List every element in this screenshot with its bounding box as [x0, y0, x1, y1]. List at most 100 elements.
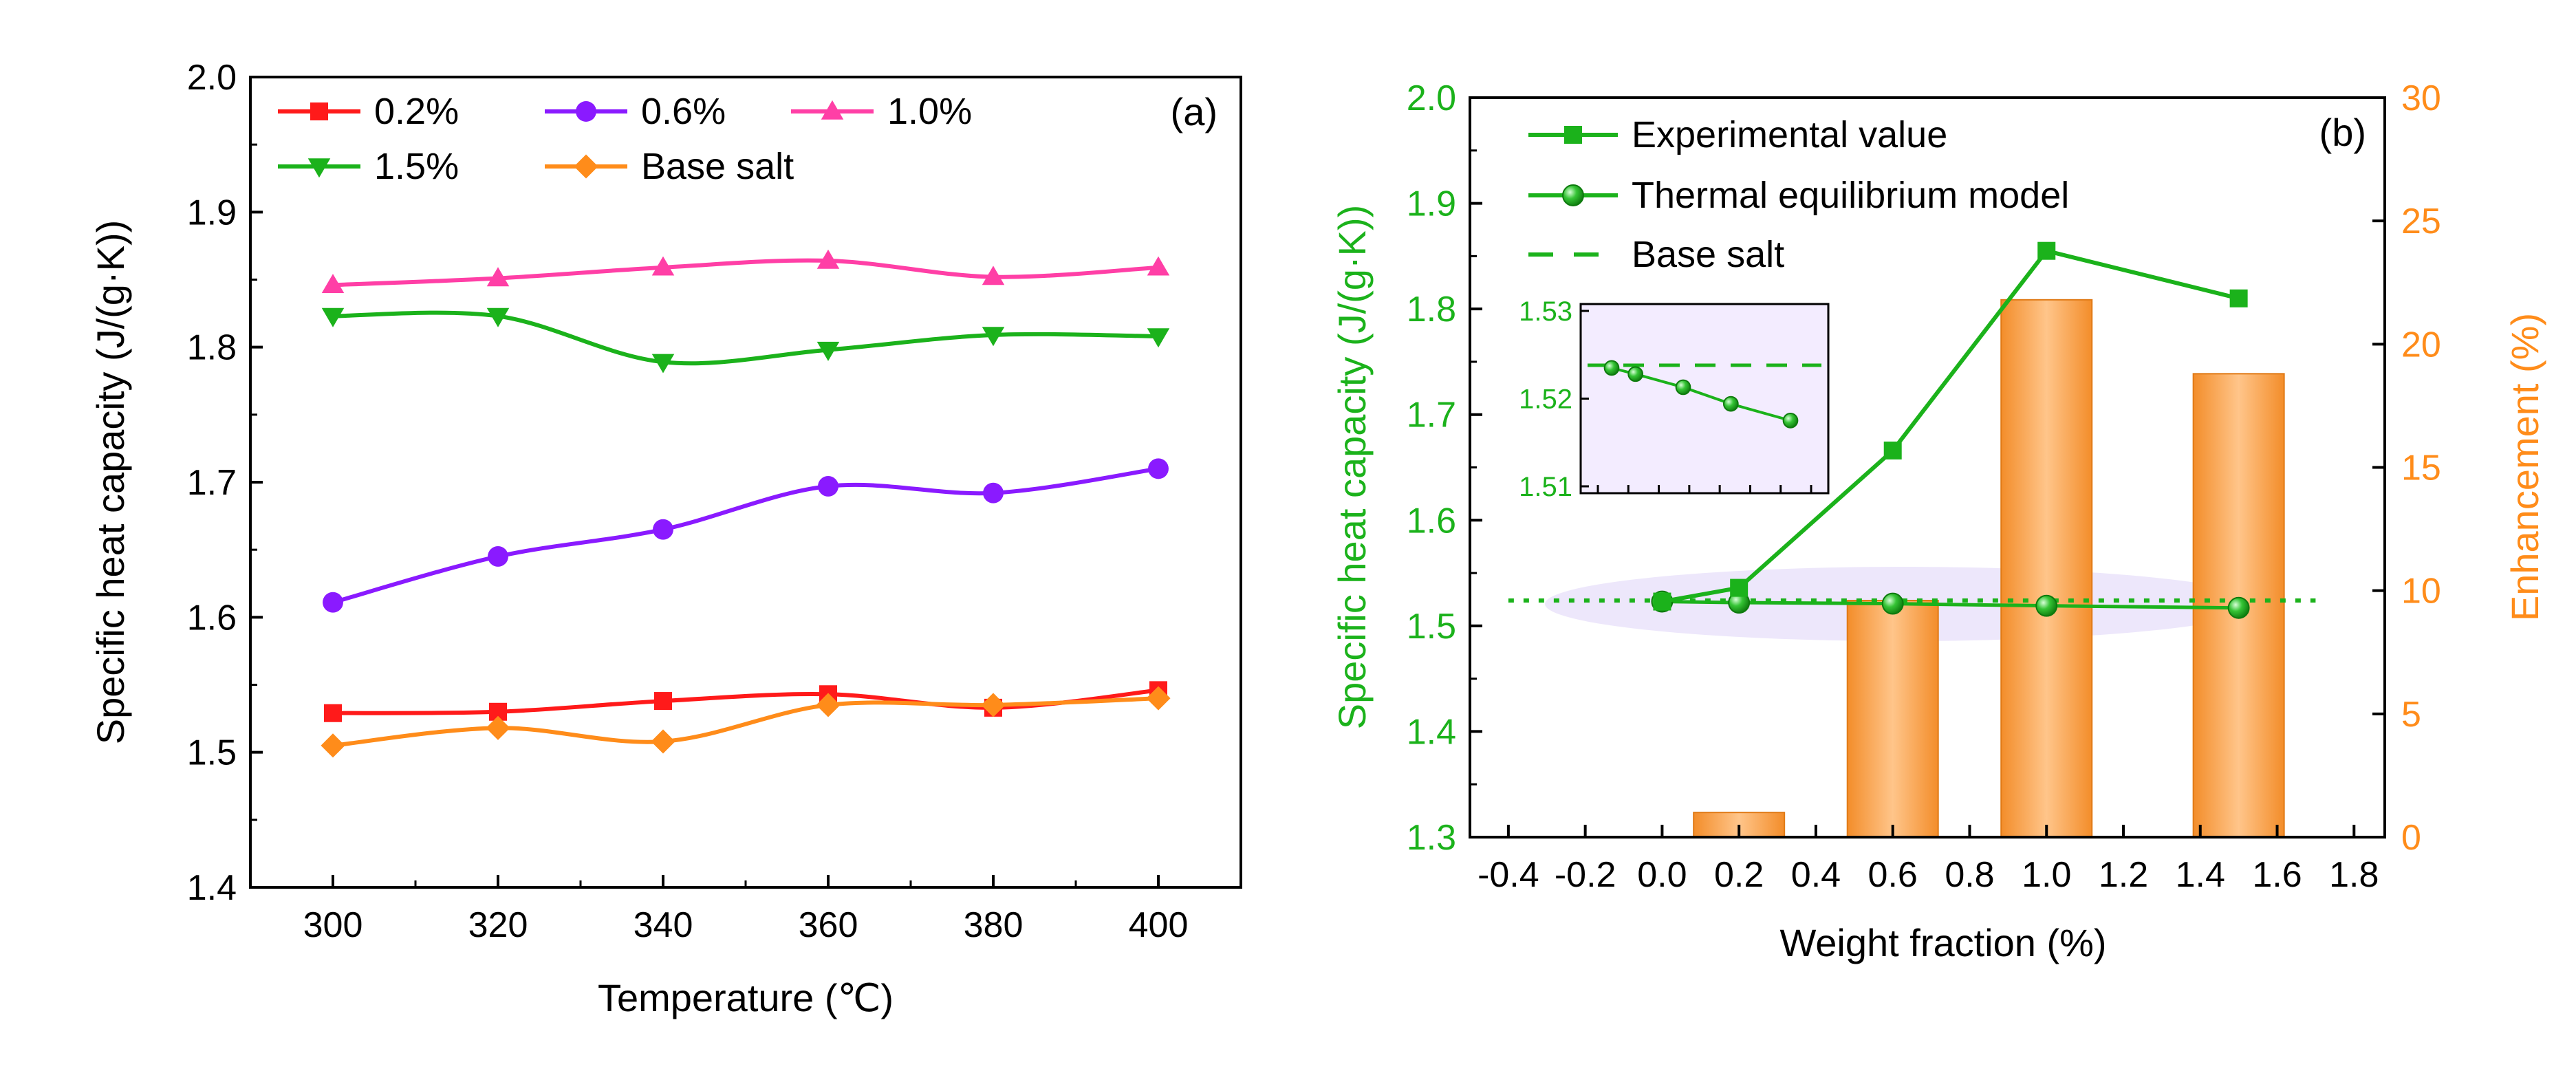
x-tick-label: 380: [964, 905, 1024, 945]
y-tick-label: 1.3: [1407, 818, 1456, 858]
inset-model-point: [1782, 413, 1799, 429]
x-tick-label: 1.6: [2252, 855, 2302, 895]
data-point-Base salt: [651, 729, 675, 754]
legend-label: 0.2%: [374, 91, 459, 132]
legend-label: Experimental value: [1632, 114, 1947, 155]
experimental-point: [1653, 592, 1671, 611]
data-point-0.2%: [654, 692, 672, 711]
legend-label: 0.6%: [641, 91, 726, 132]
x-tick-label: 0.8: [1945, 855, 1994, 895]
chart-a-panel-label: (a): [1171, 90, 1217, 133]
model-point: [1881, 592, 1904, 615]
data-point-Base salt: [1146, 686, 1171, 711]
chart-b-inset: 1.51 1.52 1.53: [1519, 296, 1830, 502]
legend-marker: [1562, 184, 1584, 206]
x-tick-label: 0.0: [1637, 855, 1687, 895]
series-line-0.6%: [332, 466, 1159, 605]
y2-tick-label: 20: [2401, 325, 2441, 365]
x-tick-label: 400: [1129, 905, 1189, 945]
experimental-point: [1730, 578, 1749, 597]
inset-y-tick-label: 1.52: [1519, 385, 1572, 415]
y-tick-label: 1.6: [1407, 501, 1456, 541]
data-point-1.0%: [651, 256, 675, 276]
x-tick-label: 320: [468, 905, 528, 945]
experimental-point: [2037, 241, 2056, 260]
legend-label: Base salt: [641, 146, 794, 187]
x-tick-label: -0.4: [1478, 855, 1539, 895]
legend-label: Base salt: [1632, 234, 1784, 275]
x-tick-label: 1.2: [2099, 855, 2148, 895]
y-tick-label: 1.5: [187, 733, 237, 773]
inset-model-point: [1675, 379, 1691, 396]
chart-b-panel-label: (b): [2319, 111, 2366, 154]
y2-tick-label: 25: [2401, 202, 2441, 241]
y2-tick-label: 5: [2401, 695, 2421, 735]
model-point: [2035, 594, 2058, 617]
x-tick-label: 340: [634, 905, 693, 945]
chart-a-legend: 0.2% 0.6% 1.0% 1.5% Base salt: [278, 91, 972, 187]
inset-model-point: [1722, 396, 1739, 412]
x-tick-label: 360: [799, 905, 858, 945]
legend-marker: [310, 102, 328, 120]
y-tick-label: 2.0: [1407, 78, 1456, 118]
chart-b: -0.4 -0.2 0.0 0.2 0.4 0.6 0.8 1.0 1.2 1.4 1.6 1.8 1.…: [1330, 78, 2546, 964]
chart-a: 300 320 340 360 380 4001.41.51.61.71.81.92.0 …: [89, 58, 1242, 1019]
data-point-1.5%: [816, 341, 840, 361]
legend-label: 1.0%: [887, 91, 972, 132]
legend-marker: [574, 154, 598, 179]
experimental-point: [2229, 289, 2248, 307]
y-tick-label: 1.6: [187, 598, 237, 638]
legend-marker: [307, 158, 331, 178]
legend-label: 1.5%: [374, 146, 459, 187]
x-tick-label: 1.0: [2022, 855, 2071, 895]
y-tick-label: 1.4: [1407, 712, 1456, 752]
enhancement-bar: [2000, 299, 2093, 839]
y-tick-label: 1.4: [187, 868, 237, 908]
inset-y-tick-label: 1.53: [1519, 296, 1572, 327]
y-tick-label: 2.0: [187, 58, 237, 98]
data-point-1.5%: [651, 354, 675, 374]
data-point-1.5%: [982, 327, 1005, 347]
data-point-Base salt: [816, 693, 841, 717]
inset-y-tick-label: 1.51: [1519, 472, 1572, 502]
data-point-0.6%: [818, 475, 838, 497]
y-tick-label: 1.9: [1407, 184, 1456, 224]
data-point-0.6%: [983, 482, 1004, 504]
y-tick-label: 1.5: [1407, 607, 1456, 647]
legend-label: Thermal equilibrium model: [1632, 175, 2069, 216]
data-point-1.0%: [486, 267, 510, 287]
y2-tick-label: 15: [2401, 448, 2441, 488]
chart-a-y-axis-label: Specific heat capacity (J/(g·K)): [89, 220, 132, 744]
data-point-1.0%: [1147, 256, 1170, 276]
inset-frame: [1579, 303, 1830, 495]
y2-tick-label: 10: [2401, 572, 2441, 612]
series-line-1.0%: [332, 258, 1159, 288]
experimental-point: [1883, 441, 1902, 459]
data-point-0.6%: [653, 519, 673, 540]
data-point-Base salt: [486, 715, 510, 740]
chart-b-y-axis-label: Specific heat capacity (J/(g·K)): [1330, 205, 1374, 729]
chart-b-legend: Experimental value Thermal equilibrium mo…: [1528, 114, 2069, 275]
data-point-0.6%: [323, 592, 343, 613]
model-point: [2227, 596, 2250, 619]
chart-a-x-axis-label: Temperature (℃): [598, 976, 894, 1019]
x-tick-label: -0.2: [1555, 855, 1616, 895]
y2-tick-label: 0: [2401, 818, 2421, 858]
y-tick-label: 1.7: [187, 463, 237, 503]
data-point-1.5%: [486, 307, 510, 327]
x-tick-label: 0.6: [1868, 855, 1918, 895]
legend-marker: [821, 100, 844, 120]
series-line-1.5%: [332, 310, 1159, 366]
data-point-Base salt: [321, 733, 345, 758]
x-tick-label: 1.4: [2176, 855, 2225, 895]
x-tick-label: 1.8: [2329, 855, 2379, 895]
series-line-Base salt: [332, 696, 1159, 748]
data-point-1.0%: [816, 249, 840, 269]
x-tick-label: 0.4: [1791, 855, 1841, 895]
data-point-1.5%: [321, 307, 345, 327]
data-point-1.0%: [321, 274, 345, 294]
y-tick-label: 1.7: [1407, 396, 1456, 435]
x-tick-label: 0.2: [1714, 855, 1764, 895]
chart-b-y2-axis-label: Enhancement (%): [2503, 313, 2546, 621]
